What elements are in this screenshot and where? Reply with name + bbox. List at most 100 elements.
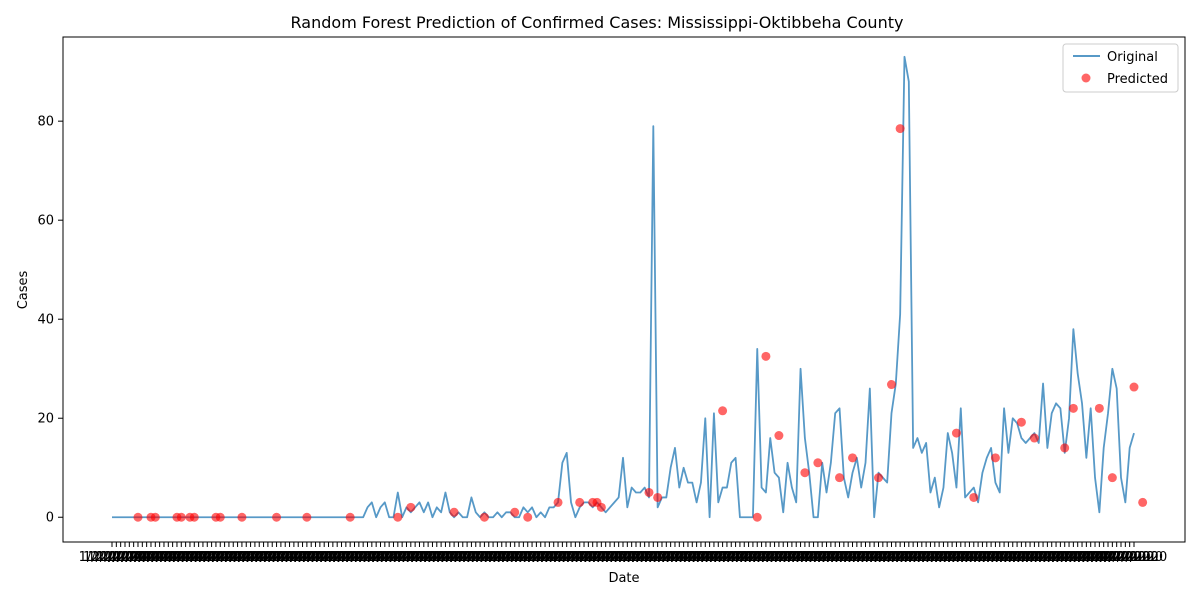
x-tick-label: 1/22/2020 bbox=[663, 550, 730, 565]
x-tick-label: 1/22/2020 bbox=[481, 550, 548, 565]
predicted-point bbox=[718, 406, 728, 416]
x-tick-label: 1/22/2020 bbox=[841, 550, 908, 565]
predicted-point bbox=[272, 512, 282, 522]
x-tick-label: 1/22/2020 bbox=[187, 550, 254, 565]
x-tick-label: 1/22/2020 bbox=[421, 550, 488, 565]
x-tick-label: 1/22/2020 bbox=[105, 550, 172, 565]
x-tick-label: 1/22/2020 bbox=[135, 550, 202, 565]
x-tick-label: 1/22/2020 bbox=[499, 550, 566, 565]
x-tick-label: 1/22/2020 bbox=[468, 550, 535, 565]
predicted-point bbox=[1107, 473, 1117, 483]
x-tick-label: 1/22/2020 bbox=[979, 550, 1046, 565]
x-tick-label: 1/22/2020 bbox=[893, 550, 960, 565]
x-tick-label: 1/22/2020 bbox=[364, 550, 431, 565]
x-tick-label: 1/22/2020 bbox=[490, 550, 557, 565]
x-tick-label: 1/22/2020 bbox=[832, 550, 899, 565]
x-tick-label: 1/22/2020 bbox=[118, 550, 185, 565]
x-tick-label: 1/22/2020 bbox=[689, 550, 756, 565]
predicted-point bbox=[990, 453, 1000, 463]
predicted-point bbox=[150, 512, 160, 522]
x-tick-label: 1/22/2020 bbox=[564, 550, 631, 565]
x-tick-label: 1/22/2020 bbox=[906, 550, 973, 565]
x-tick-label: 1/22/2020 bbox=[884, 550, 951, 565]
chart-title: Random Forest Prediction of Confirmed Ca… bbox=[291, 13, 904, 32]
predicted-point bbox=[575, 497, 585, 507]
x-tick-label: 1/22/2020 bbox=[217, 550, 284, 565]
x-tick-label: 1/22/2020 bbox=[386, 550, 453, 565]
x-tick-label: 1/22/2020 bbox=[343, 550, 410, 565]
x-tick-label: 1/22/2020 bbox=[1070, 550, 1137, 565]
x-tick-label: 1/22/2020 bbox=[503, 550, 570, 565]
x-tick-label: 1/22/2020 bbox=[611, 550, 678, 565]
x-tick-label: 1/22/2020 bbox=[971, 550, 1038, 565]
x-tick-label: 1/22/2020 bbox=[806, 550, 873, 565]
x-tick-label: 1/22/2020 bbox=[767, 550, 834, 565]
x-tick-label: 1/22/2020 bbox=[126, 550, 193, 565]
x-tick-label: 1/22/2020 bbox=[269, 550, 336, 565]
original-series bbox=[112, 55, 1135, 519]
x-tick-label: 1/22/2020 bbox=[698, 550, 765, 565]
x-tick-label: 1/22/2020 bbox=[581, 550, 648, 565]
x-tick-label: 1/22/2020 bbox=[555, 550, 622, 565]
x-tick-label: 1/22/2020 bbox=[403, 550, 470, 565]
x-tick-label: 1/22/2020 bbox=[1001, 550, 1068, 565]
x-tick-label: 1/22/2020 bbox=[261, 550, 328, 565]
x-tick-label: 1/22/2020 bbox=[152, 550, 219, 565]
legend-predicted-swatch bbox=[1081, 73, 1091, 83]
y-tick-label: 40 bbox=[37, 313, 54, 328]
x-tick-label: 1/22/2020 bbox=[512, 550, 579, 565]
x-tick-label: 1/22/2020 bbox=[901, 550, 968, 565]
predicted-series bbox=[133, 124, 1148, 522]
x-tick-label: 1/22/2020 bbox=[144, 550, 211, 565]
x-tick-label: 1/22/2020 bbox=[79, 550, 146, 565]
x-tick-label: 1/22/2020 bbox=[282, 550, 349, 565]
x-tick-label: 1/22/2020 bbox=[256, 550, 323, 565]
x-tick-label: 1/22/2020 bbox=[278, 550, 345, 565]
x-tick-label: 1/22/2020 bbox=[113, 550, 180, 565]
x-tick-label: 1/22/2020 bbox=[183, 550, 250, 565]
x-tick-label: 1/22/2020 bbox=[789, 550, 856, 565]
x-tick-label: 1/22/2020 bbox=[676, 550, 743, 565]
x-tick-label: 1/22/2020 bbox=[96, 550, 163, 565]
x-tick-label: 1/22/2020 bbox=[165, 550, 232, 565]
x-tick-label: 1/22/2020 bbox=[1092, 550, 1159, 565]
x-tick-label: 1/22/2020 bbox=[425, 550, 492, 565]
predicted-point bbox=[813, 458, 823, 468]
x-tick-label: 1/22/2020 bbox=[222, 550, 289, 565]
predicted-point bbox=[1138, 497, 1148, 507]
x-tick-label: 1/22/2020 bbox=[949, 550, 1016, 565]
x-tick-label: 1/22/2020 bbox=[1049, 550, 1116, 565]
x-tick-label: 1/22/2020 bbox=[724, 550, 791, 565]
x-tick-label: 1/22/2020 bbox=[888, 550, 955, 565]
x-tick-label: 1/22/2020 bbox=[737, 550, 804, 565]
x-tick-label: 1/22/2020 bbox=[100, 550, 167, 565]
x-tick-label: 1/22/2020 bbox=[520, 550, 587, 565]
x-tick-label: 1/22/2020 bbox=[577, 550, 644, 565]
x-tick-label: 1/22/2020 bbox=[1062, 550, 1129, 565]
predicted-point bbox=[774, 431, 784, 441]
predicted-point bbox=[596, 502, 606, 512]
x-tick-label: 1/22/2020 bbox=[776, 550, 843, 565]
x-axis-label: Date bbox=[608, 571, 639, 586]
x-tick-label: 1/22/2020 bbox=[122, 550, 189, 565]
x-tick-label: 1/22/2020 bbox=[880, 550, 947, 565]
x-tick-label: 1/22/2020 bbox=[551, 550, 618, 565]
x-tick-label: 1/22/2020 bbox=[650, 550, 717, 565]
x-tick-label: 1/22/2020 bbox=[1096, 550, 1163, 565]
x-tick-label: 1/22/2020 bbox=[936, 550, 1003, 565]
x-tick-label: 1/22/2020 bbox=[451, 550, 518, 565]
x-tick-label: 1/22/2020 bbox=[330, 550, 397, 565]
x-tick-label: 1/22/2020 bbox=[157, 550, 224, 565]
predicted-point bbox=[835, 473, 845, 483]
x-tick-label: 1/22/2020 bbox=[442, 550, 509, 565]
x-tick-label: 1/22/2020 bbox=[533, 550, 600, 565]
x-tick-label: 1/22/2020 bbox=[304, 550, 371, 565]
x-tick-label: 1/22/2020 bbox=[338, 550, 405, 565]
x-tick-label: 1/22/2020 bbox=[1083, 550, 1150, 565]
x-tick-label: 1/22/2020 bbox=[772, 550, 839, 565]
x-tick-label: 1/22/2020 bbox=[867, 550, 934, 565]
original-line bbox=[112, 55, 1135, 519]
x-tick-label: 1/22/2020 bbox=[360, 550, 427, 565]
x-tick-label: 1/22/2020 bbox=[702, 550, 769, 565]
